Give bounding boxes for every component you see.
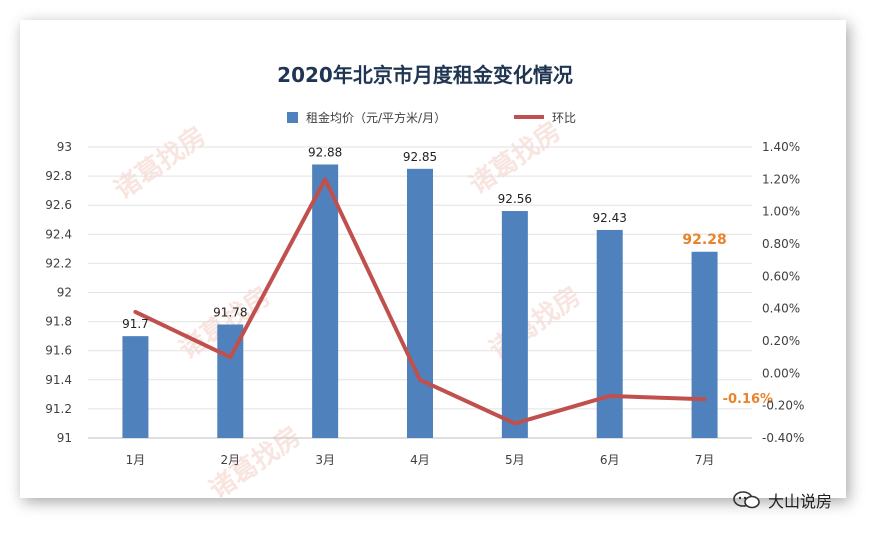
right-axis-tick: 0.20% <box>762 334 800 348</box>
wechat-icon <box>733 491 760 509</box>
left-axis-tick: 92 <box>57 286 72 300</box>
data-labels: 91.7 91.78 92.88 92.85 92.56 92.43 92.28 -0.16% <box>122 145 773 407</box>
watermark-text: 诸葛找房 <box>464 116 566 200</box>
line-mom-change <box>133 177 707 426</box>
left-axis-tick: 92.8 <box>45 169 72 183</box>
right-axis-tick: 0.60% <box>762 269 800 283</box>
left-axis-tick: 91.8 <box>45 315 72 329</box>
legend-swatch-bar <box>287 112 298 123</box>
legend-label-bar: 租金均价（元/平方米/月） <box>306 110 446 125</box>
right-axis-tick: 0.40% <box>762 302 800 316</box>
bar-value-label: 92.43 <box>593 211 627 225</box>
left-axis-tick: 91 <box>57 431 72 445</box>
watermark-text: 诸葛找房 <box>109 121 211 205</box>
x-axis-tick: 2月 <box>220 453 240 467</box>
bar-value-label: 91.78 <box>213 306 247 320</box>
x-axis-tick: 7月 <box>695 453 715 467</box>
bar-series <box>122 164 718 438</box>
chart-title: 2020年北京市月度租金变化情况 <box>277 63 573 87</box>
left-axis-tick: 91.4 <box>45 373 72 387</box>
bar-7月 <box>691 251 718 438</box>
x-axis-tick: 6月 <box>600 453 620 467</box>
right-axis-tick: 1.40% <box>762 140 800 154</box>
bar-value-label: 91.7 <box>122 317 149 331</box>
line-series <box>133 177 707 426</box>
bar-value-label: 92.88 <box>308 145 342 159</box>
left-axis-tick: 93 <box>57 140 72 154</box>
left-axis-tick: 91.2 <box>45 402 72 416</box>
left-axis-tick: 92.6 <box>45 198 72 212</box>
left-axis-tick: 91.6 <box>45 344 72 358</box>
left-axis-tick: 92.4 <box>45 227 72 241</box>
watermark-text: 诸葛找房 <box>484 281 586 365</box>
footer-account-name: 大山说房 <box>768 492 833 511</box>
line-value-label: -0.16% <box>723 392 774 407</box>
legend: 租金均价（元/平方米/月） 环比 <box>287 110 576 125</box>
bar-3月 <box>312 164 339 438</box>
left-axis-tick: 92.2 <box>45 256 72 270</box>
axes: 91 91.2 91.4 91.6 91.8 92 92.2 92.4 92.6 92.8 93 -0… <box>45 140 804 467</box>
bar-4月 <box>407 168 433 438</box>
legend-label-line: 环比 <box>552 111 576 125</box>
x-axis-tick: 1月 <box>126 453 146 467</box>
bar-value-label: 92.28 <box>682 232 726 248</box>
x-axis-tick: 5月 <box>505 453 525 467</box>
bar-1月 <box>122 336 149 438</box>
right-axis-tick: 1.00% <box>762 205 800 219</box>
bar-5月 <box>501 211 528 438</box>
right-axis-tick: -0.20% <box>762 399 804 413</box>
right-axis-tick: 1.20% <box>762 172 800 186</box>
x-axis-tick: 4月 <box>410 453 430 467</box>
right-axis-tick: -0.40% <box>762 431 804 445</box>
bar-value-label: 92.85 <box>403 150 437 164</box>
bar-6月 <box>596 229 623 438</box>
right-axis-tick: 0.00% <box>762 366 800 380</box>
right-axis-tick: 0.80% <box>762 237 800 251</box>
bar-value-label: 92.56 <box>498 192 532 206</box>
x-axis-tick: 3月 <box>315 453 335 467</box>
